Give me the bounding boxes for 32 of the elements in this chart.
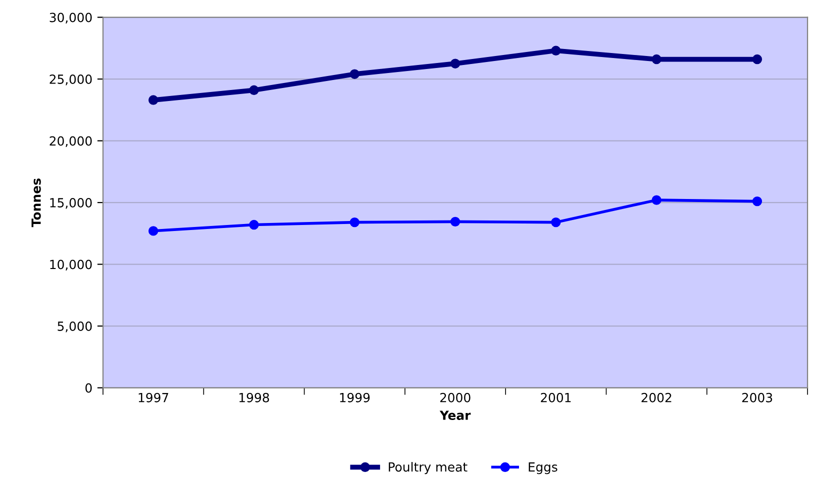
point (752, 196, 762, 206)
point (652, 54, 662, 64)
x-tick-label: 1999 (340, 392, 370, 402)
x-tick-label: 1998 (239, 392, 270, 402)
point (450, 216, 460, 227)
point (350, 69, 360, 79)
legend-label: Poultry meat (388, 462, 468, 474)
point (249, 85, 259, 96)
x-axis-title: Year (440, 410, 471, 420)
y-tick-label: 10,000 (50, 260, 92, 270)
x-tick-label: 1997 (138, 392, 168, 402)
y-tick-label: 25,000 (50, 74, 92, 86)
point (652, 195, 662, 205)
point (350, 217, 360, 228)
x-tick-label: 2000 (440, 392, 470, 402)
x-tick-label: 2002 (642, 392, 672, 402)
point (148, 95, 158, 105)
y-tick-label: 20,000 (50, 136, 92, 147)
point (249, 220, 259, 230)
point (551, 46, 561, 56)
point (752, 54, 762, 64)
x-tick-label: 2001 (540, 392, 571, 402)
y-axis-title: Tonnes (32, 178, 41, 228)
x-tick-label: 2003 (742, 392, 772, 402)
y-tick-label: 5,000 (58, 322, 92, 332)
point (551, 217, 561, 228)
y-tick-label: 0 (85, 383, 92, 393)
point (450, 58, 460, 68)
y-tick-label: 15,000 (50, 198, 92, 209)
y-tick-label: 30,000 (50, 12, 92, 24)
point (148, 226, 158, 236)
legend-label: Eggs (528, 462, 558, 474)
